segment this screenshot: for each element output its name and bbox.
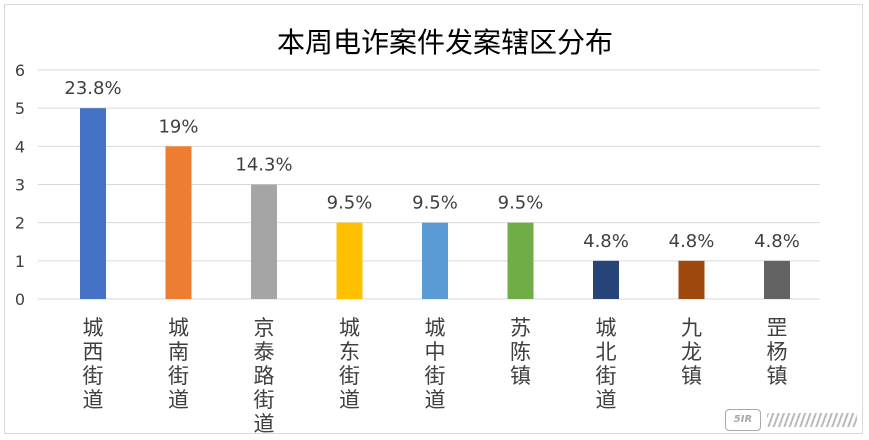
- data-label: 23.8%: [64, 78, 121, 99]
- bar-9: [764, 260, 790, 299]
- category-label: 城南街道: [168, 316, 189, 412]
- category-label: 城北街道: [596, 316, 617, 412]
- y-tick-label: 1: [15, 252, 25, 271]
- y-tick-label: 3: [15, 176, 25, 195]
- bar-5: [422, 222, 448, 299]
- y-axis-ticks: 0 1 2 3 4 5 6: [15, 61, 25, 309]
- data-label: 9.5%: [498, 193, 544, 214]
- data-label: 14.3%: [235, 155, 292, 176]
- data-label: 4.8%: [754, 231, 800, 252]
- bars: [80, 108, 790, 300]
- y-tick-label: 6: [15, 61, 25, 80]
- category-label: 城东街道: [339, 316, 360, 412]
- category-labels: 城西街道 城南街道 京泰路街道 城东街道 城中街道 苏陈镇 城北街道 九龙镇 罡杨镇: [83, 316, 788, 436]
- category-label: 城西街道: [83, 316, 104, 412]
- site-logo-icon: 5IR: [725, 409, 761, 431]
- bar-4: [336, 222, 363, 299]
- chart-frame: [4, 4, 863, 434]
- data-label: 4.8%: [669, 231, 715, 252]
- category-label: 京泰路街道: [254, 316, 275, 436]
- y-tick-label: 4: [15, 137, 25, 156]
- bar-2: [165, 146, 192, 299]
- category-label: 罡杨镇: [767, 316, 788, 388]
- y-tick-label: 2: [15, 214, 25, 233]
- data-label: 4.8%: [583, 231, 629, 252]
- bar-1: [80, 108, 106, 300]
- bar-3: [251, 184, 277, 299]
- y-tick-label: 5: [15, 99, 25, 118]
- data-label: 9.5%: [327, 193, 373, 214]
- data-label: 9.5%: [412, 193, 458, 214]
- category-label: 苏陈镇: [510, 316, 531, 388]
- data-label: 19%: [158, 116, 198, 137]
- chart-title: 本周电诈案件发案辖区分布: [277, 26, 613, 59]
- y-tick-label: 0: [15, 290, 25, 309]
- bar-8: [678, 260, 705, 299]
- watermark-text-graphic: [767, 413, 857, 427]
- site-watermark: 5IR: [725, 408, 857, 432]
- bar-7: [593, 260, 619, 299]
- category-label: 九龙镇: [681, 316, 702, 388]
- bar-6: [507, 222, 534, 299]
- data-labels: 23.8% 19% 14.3% 9.5% 9.5% 9.5% 4.8% 4.8% 4.8%: [64, 78, 799, 252]
- category-label: 城中街道: [425, 316, 446, 412]
